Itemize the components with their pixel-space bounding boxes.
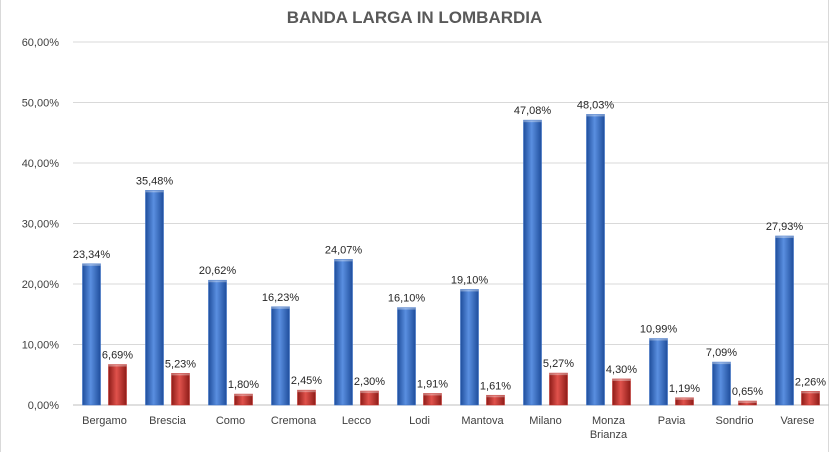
bar-red	[675, 397, 694, 406]
x-category-label: Como	[216, 415, 245, 427]
value-label-blue: 19,10%	[451, 274, 489, 286]
x-category-label: Lodi	[409, 415, 430, 427]
bar-top-cap	[523, 120, 542, 123]
x-category-label: Bergamo	[82, 415, 127, 427]
bar-top-cap	[675, 397, 694, 400]
value-label-blue: 48,03%	[577, 99, 615, 111]
y-tick-label: 60,00%	[22, 37, 60, 49]
x-category-label: Cremona	[271, 415, 317, 427]
value-label-red: 5,27%	[543, 358, 574, 370]
bar-red	[612, 378, 631, 406]
x-category-label: Mantova	[461, 415, 504, 427]
value-label-red: 2,26%	[795, 376, 826, 388]
bar-red	[738, 400, 757, 406]
bar-blue	[82, 263, 101, 406]
value-label-red: 1,61%	[480, 380, 511, 392]
bar-blue	[334, 259, 353, 406]
chart-title: BANDA LARGA IN LOMBARDIA	[286, 8, 543, 27]
bar-top-cap	[145, 190, 164, 193]
value-label-red: 1,80%	[228, 379, 259, 391]
bar-top-cap	[297, 390, 316, 393]
bar-red	[297, 389, 316, 406]
value-label-red: 5,23%	[165, 358, 196, 370]
bar-blue	[649, 338, 668, 406]
bar-top-cap	[334, 259, 353, 262]
bar-red	[423, 393, 442, 406]
bar-blue	[586, 114, 605, 406]
value-label-blue: 16,10%	[388, 293, 426, 305]
bar-top-cap	[234, 394, 253, 397]
bar-top-cap	[549, 373, 568, 376]
value-label-blue: 20,62%	[199, 265, 237, 277]
bar-top-cap	[271, 306, 290, 309]
value-label-red: 0,65%	[732, 386, 763, 398]
value-label-blue: 24,07%	[325, 244, 363, 256]
bar-top-cap	[108, 364, 127, 367]
y-tick-label: 50,00%	[22, 98, 60, 110]
x-category-label: Sondrio	[716, 415, 754, 427]
value-label-blue: 10,99%	[640, 324, 678, 336]
value-label-blue: 47,08%	[514, 105, 552, 117]
y-tick-label: 10,00%	[22, 340, 60, 352]
value-label-blue: 27,93%	[766, 221, 804, 233]
bar-red	[486, 394, 505, 406]
value-label-blue: 35,48%	[136, 175, 174, 187]
bar-red	[234, 393, 253, 406]
bar-blue	[523, 119, 542, 406]
bar-top-cap	[612, 378, 631, 381]
value-label-blue: 7,09%	[706, 347, 737, 359]
value-label-red: 6,69%	[102, 350, 133, 362]
y-tick-label: 40,00%	[22, 158, 60, 170]
bar-top-cap	[171, 373, 190, 376]
value-label-red: 1,91%	[417, 378, 448, 390]
value-label-blue: 16,23%	[262, 292, 300, 304]
bar-red	[801, 391, 820, 406]
bar-top-cap	[801, 391, 820, 394]
bar-top-cap	[775, 236, 794, 239]
x-category-label: Monza	[592, 415, 626, 427]
y-tick-label: 20,00%	[22, 279, 60, 291]
bar-red	[171, 373, 190, 406]
bar-red	[549, 372, 568, 406]
bar-blue	[712, 361, 731, 406]
bar-top-cap	[586, 114, 605, 117]
bar-top-cap	[486, 395, 505, 398]
y-tick-label: 0,00%	[28, 400, 59, 412]
bar-blue	[397, 307, 416, 406]
x-category-label: Lecco	[342, 415, 371, 427]
bar-top-cap	[649, 338, 668, 341]
x-category-label: Brianza	[590, 429, 628, 441]
value-label-red: 1,19%	[669, 383, 700, 395]
x-category-label: Brescia	[149, 415, 187, 427]
bar-red	[108, 364, 127, 406]
bar-blue	[775, 235, 794, 406]
bar-top-cap	[738, 401, 757, 404]
bar-top-cap	[208, 280, 227, 283]
y-tick-label: 30,00%	[22, 219, 60, 231]
bar-top-cap	[423, 393, 442, 396]
x-category-label: Pavia	[658, 415, 686, 427]
value-label-blue: 23,34%	[73, 249, 111, 261]
value-label-red: 2,30%	[354, 376, 385, 388]
value-label-red: 2,45%	[291, 375, 322, 387]
x-category-label: Milano	[529, 415, 561, 427]
value-label-red: 4,30%	[606, 364, 637, 376]
bar-blue	[460, 289, 479, 406]
bar-top-cap	[360, 391, 379, 394]
x-category-label: Varese	[780, 415, 814, 427]
bar-red	[360, 390, 379, 406]
bar-top-cap	[397, 307, 416, 310]
bar-top-cap	[82, 263, 101, 266]
bar-blue	[208, 279, 227, 406]
bar-top-cap	[460, 289, 479, 292]
bar-blue	[145, 190, 164, 406]
bar-top-cap	[712, 362, 731, 365]
bar-blue	[271, 306, 290, 406]
